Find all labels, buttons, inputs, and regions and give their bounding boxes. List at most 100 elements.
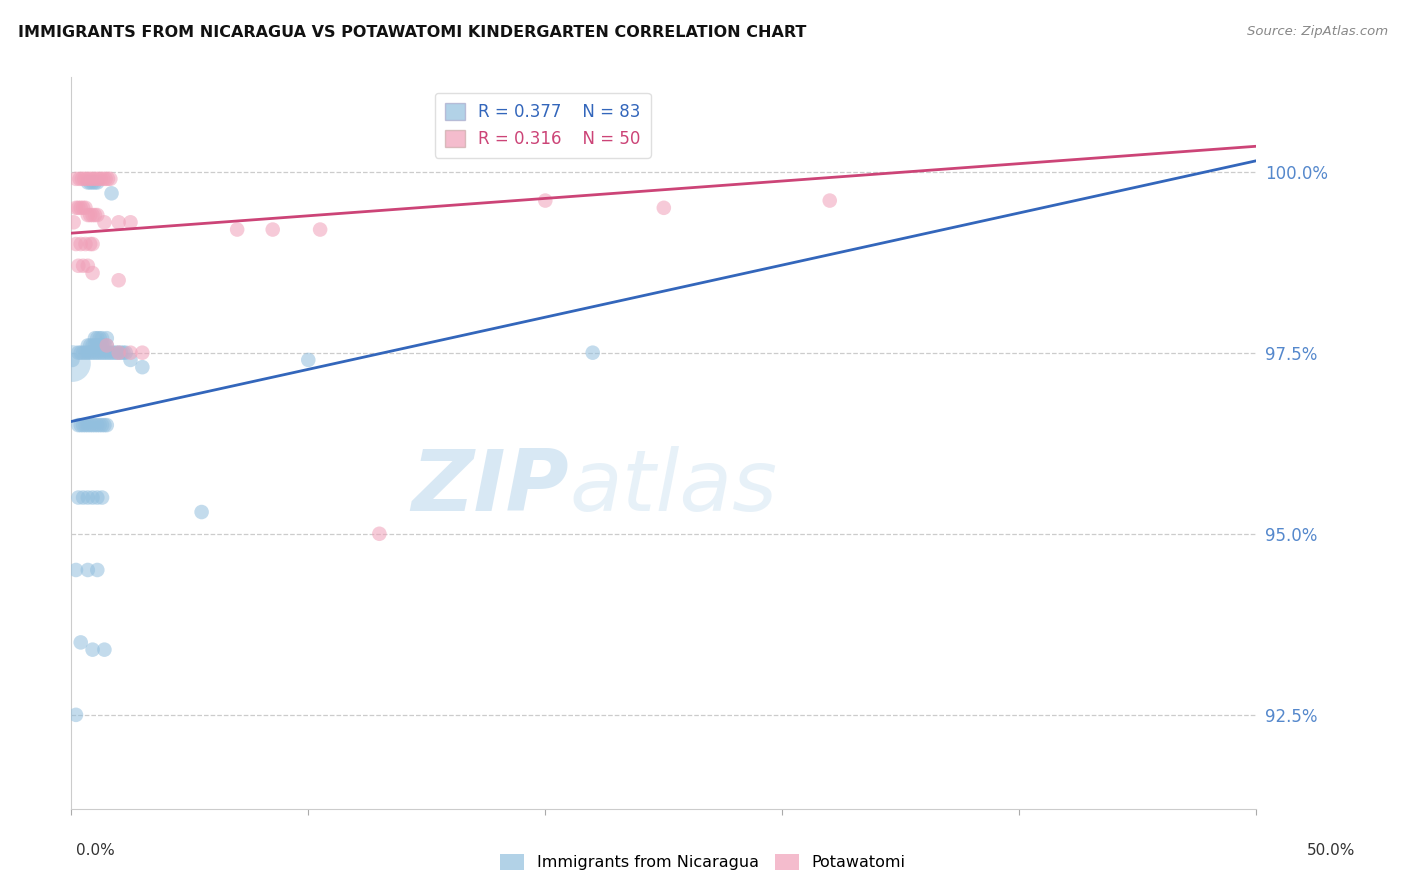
Point [190,505,212,519]
Point [75,201,97,215]
Point [82,345,104,359]
Point [84,171,107,186]
Point [79,176,101,190]
Point [112,345,135,359]
Point [62,215,84,229]
Point [105,345,128,359]
Point [79,338,101,352]
Point [96,338,118,352]
Text: ZIP: ZIP [412,446,569,529]
Point [84,331,107,345]
Point [82,338,104,352]
Point [82,491,104,505]
Point [62,353,84,368]
Point [93,345,115,359]
Point [107,215,129,229]
Point [75,418,97,433]
Point [120,345,142,359]
Point [76,208,98,222]
Point [297,353,319,368]
Text: IMMIGRANTS FROM NICARAGUA VS POTAWATOMI KINDERGARTEN CORRELATION CHART: IMMIGRANTS FROM NICARAGUA VS POTAWATOMI … [18,25,807,40]
Point [76,176,98,190]
Point [82,176,104,190]
Point [67,259,90,273]
Point [79,237,101,252]
Point [107,345,129,359]
Point [582,345,605,359]
Point [82,208,104,222]
Point [69,171,91,186]
Point [89,418,111,433]
Legend: R = 0.377    N = 83, R = 0.316    N = 50: R = 0.377 N = 83, R = 0.316 N = 50 [434,93,651,158]
Point [69,635,91,649]
Point [76,171,98,186]
Point [97,171,120,186]
Point [65,563,87,577]
Point [76,338,98,352]
Point [107,345,129,359]
Point [120,353,142,368]
Point [84,418,107,433]
Point [82,237,104,252]
Point [65,171,87,186]
Point [62,357,84,371]
Point [110,345,132,359]
Point [79,208,101,222]
Point [77,171,100,186]
Point [131,360,153,375]
Point [309,222,332,236]
Point [73,171,96,186]
Point [89,345,111,359]
Point [107,273,129,287]
Point [93,418,115,433]
Point [262,222,284,236]
Point [96,345,118,359]
Point [82,266,104,280]
Point [75,237,97,252]
Point [534,194,557,208]
Point [91,171,114,186]
Point [98,345,121,359]
Point [76,259,98,273]
Point [69,418,91,433]
Point [69,201,91,215]
Text: 50.0%: 50.0% [1308,843,1355,858]
Point [67,201,90,215]
Point [89,338,111,352]
Point [652,201,675,215]
Point [96,338,118,352]
Point [69,345,91,359]
Point [94,171,117,186]
Point [226,222,249,236]
Point [120,215,142,229]
Text: Source: ZipAtlas.com: Source: ZipAtlas.com [1247,25,1388,38]
Point [103,345,125,359]
Point [87,171,110,186]
Point [76,345,98,359]
Text: atlas: atlas [569,446,778,529]
Point [65,237,87,252]
Point [67,418,90,433]
Point [67,345,90,359]
Point [90,171,112,186]
Point [72,418,94,433]
Point [65,201,87,215]
Point [72,345,94,359]
Point [82,418,104,433]
Point [86,331,108,345]
Point [91,418,114,433]
Point [98,171,121,186]
Point [76,563,98,577]
Point [86,563,108,577]
Point [84,338,107,352]
Point [93,338,115,352]
Point [86,208,108,222]
Point [91,338,114,352]
Point [96,418,118,433]
Legend: Immigrants from Nicaragua, Potawatomi: Immigrants from Nicaragua, Potawatomi [494,847,912,877]
Point [84,208,107,222]
Point [91,331,114,345]
Point [69,237,91,252]
Point [100,186,122,201]
Point [79,345,101,359]
